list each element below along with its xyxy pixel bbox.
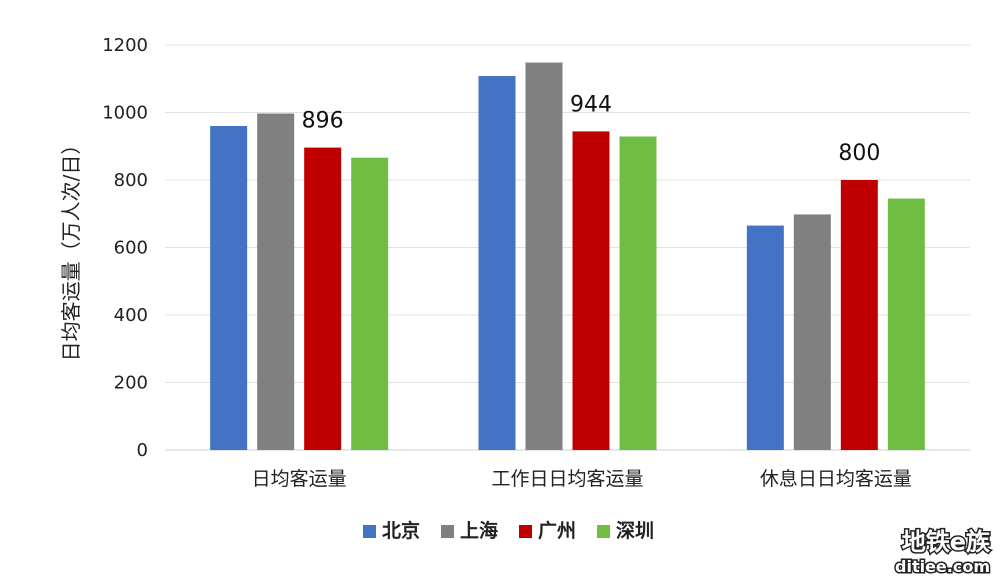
bar-上海-0: [257, 113, 295, 450]
legend-label: 深圳: [616, 519, 654, 542]
bar-深圳-0: [351, 157, 389, 450]
gridlines: [165, 44, 970, 451]
legend-swatch: [363, 525, 376, 538]
bar-北京-0: [210, 126, 248, 450]
y-tick-label: 0: [137, 440, 148, 461]
bar-深圳-2: [887, 198, 925, 450]
legend-label: 上海: [460, 519, 498, 542]
bar-广州-0: [304, 147, 342, 450]
bar-广州-1: [572, 131, 610, 450]
data-label: 896: [302, 109, 344, 134]
legend-swatch: [441, 525, 454, 538]
y-axis-title: 日均客运量（万人次/日）: [59, 135, 83, 362]
legend-label: 北京: [382, 519, 420, 542]
bar-深圳-1: [619, 136, 657, 450]
data-label: 800: [838, 141, 880, 166]
watermark: 地铁e族 ditiee.com: [894, 527, 993, 578]
x-axis-categories: 日均客运量 工作日日均客运量 休息日日均客运量: [252, 468, 912, 490]
legend-swatch: [519, 525, 532, 538]
x-category-label: 工作日日均客运量: [491, 468, 643, 490]
y-tick-label: 1200: [102, 35, 148, 56]
legend-label: 广州: [538, 519, 576, 542]
bar-北京-2: [746, 225, 784, 450]
x-category-label: 休息日日均客运量: [760, 468, 912, 490]
bar-北京-1: [478, 76, 516, 451]
data-label: 944: [570, 92, 612, 117]
bars: [210, 62, 925, 451]
legend-swatch: [597, 525, 610, 538]
data-labels: 896 944 800: [302, 92, 881, 166]
x-category-label: 日均客运量: [252, 468, 347, 490]
bar-上海-1: [525, 62, 563, 451]
bar-上海-2: [793, 214, 831, 450]
legend: 北京 上海 广州 深圳: [363, 519, 654, 542]
y-tick-label: 400: [114, 305, 148, 326]
bar-广州-2: [840, 180, 878, 450]
y-tick-label: 600: [114, 238, 148, 259]
watermark-main: 地铁e族: [902, 528, 991, 556]
y-tick-label: 800: [114, 170, 148, 191]
y-tick-label: 1000: [102, 103, 148, 124]
y-tick-label: 200: [114, 373, 148, 394]
y-axis-ticks: 0 200 400 600 800 1000 1200: [102, 35, 148, 461]
watermark-sub: ditiee.com: [895, 557, 990, 576]
